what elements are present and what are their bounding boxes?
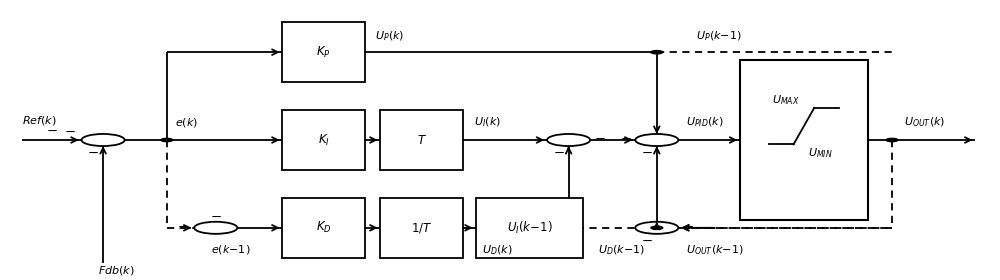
Text: $-$: $-$ xyxy=(64,125,76,138)
Text: $Ref(k)$: $Ref(k)$ xyxy=(22,114,56,127)
FancyBboxPatch shape xyxy=(282,198,365,258)
Text: $-$: $-$ xyxy=(620,132,631,145)
Circle shape xyxy=(161,138,173,142)
Circle shape xyxy=(194,222,237,234)
Text: $K_P$: $K_P$ xyxy=(316,45,331,60)
FancyBboxPatch shape xyxy=(740,60,868,220)
Text: $-$: $-$ xyxy=(682,220,694,233)
Text: $1/T$: $1/T$ xyxy=(411,221,432,235)
FancyBboxPatch shape xyxy=(380,110,463,170)
Text: $U_I(k)$: $U_I(k)$ xyxy=(474,115,500,129)
Text: $-$: $-$ xyxy=(641,146,653,159)
Circle shape xyxy=(886,138,898,142)
Text: $-$: $-$ xyxy=(210,210,222,223)
Text: $U_{PID}(k)$: $U_{PID}(k)$ xyxy=(686,115,724,129)
Text: $U_D(k{-}1)$: $U_D(k{-}1)$ xyxy=(598,243,645,256)
Text: $-$: $-$ xyxy=(594,132,606,145)
FancyBboxPatch shape xyxy=(380,198,463,258)
FancyBboxPatch shape xyxy=(476,198,583,258)
Text: $U_P(k)$: $U_P(k)$ xyxy=(375,29,404,43)
Circle shape xyxy=(635,222,678,234)
Text: $U_{OUT}(k)$: $U_{OUT}(k)$ xyxy=(904,115,945,129)
Text: $Fdb(k)$: $Fdb(k)$ xyxy=(98,264,135,277)
Text: $-$: $-$ xyxy=(46,124,58,137)
FancyBboxPatch shape xyxy=(282,110,365,170)
Text: $U_{MAX}$: $U_{MAX}$ xyxy=(772,93,799,106)
Circle shape xyxy=(651,226,663,229)
Text: $U_D(k)$: $U_D(k)$ xyxy=(482,243,513,256)
Text: $-$: $-$ xyxy=(641,234,653,247)
Text: $U_I(k{-}1)$: $U_I(k{-}1)$ xyxy=(507,220,552,236)
Text: $U_P(k{-}1)$: $U_P(k{-}1)$ xyxy=(696,29,742,43)
Text: $K_D$: $K_D$ xyxy=(316,220,331,235)
Circle shape xyxy=(635,134,678,146)
FancyBboxPatch shape xyxy=(282,22,365,82)
Text: $e(k)$: $e(k)$ xyxy=(175,116,198,129)
Text: $U_{MIN}$: $U_{MIN}$ xyxy=(808,146,833,160)
Circle shape xyxy=(547,134,590,146)
Text: $T$: $T$ xyxy=(417,134,427,146)
Text: $-$: $-$ xyxy=(177,220,188,233)
Text: $U_{OUT}(k{-}1)$: $U_{OUT}(k{-}1)$ xyxy=(686,243,744,256)
Text: $K_I$: $K_I$ xyxy=(318,132,330,148)
Circle shape xyxy=(82,134,125,146)
Text: $-$: $-$ xyxy=(553,146,565,159)
Circle shape xyxy=(651,51,663,54)
Text: $e(k{-}1)$: $e(k{-}1)$ xyxy=(211,243,250,256)
Text: $-$: $-$ xyxy=(87,146,99,159)
